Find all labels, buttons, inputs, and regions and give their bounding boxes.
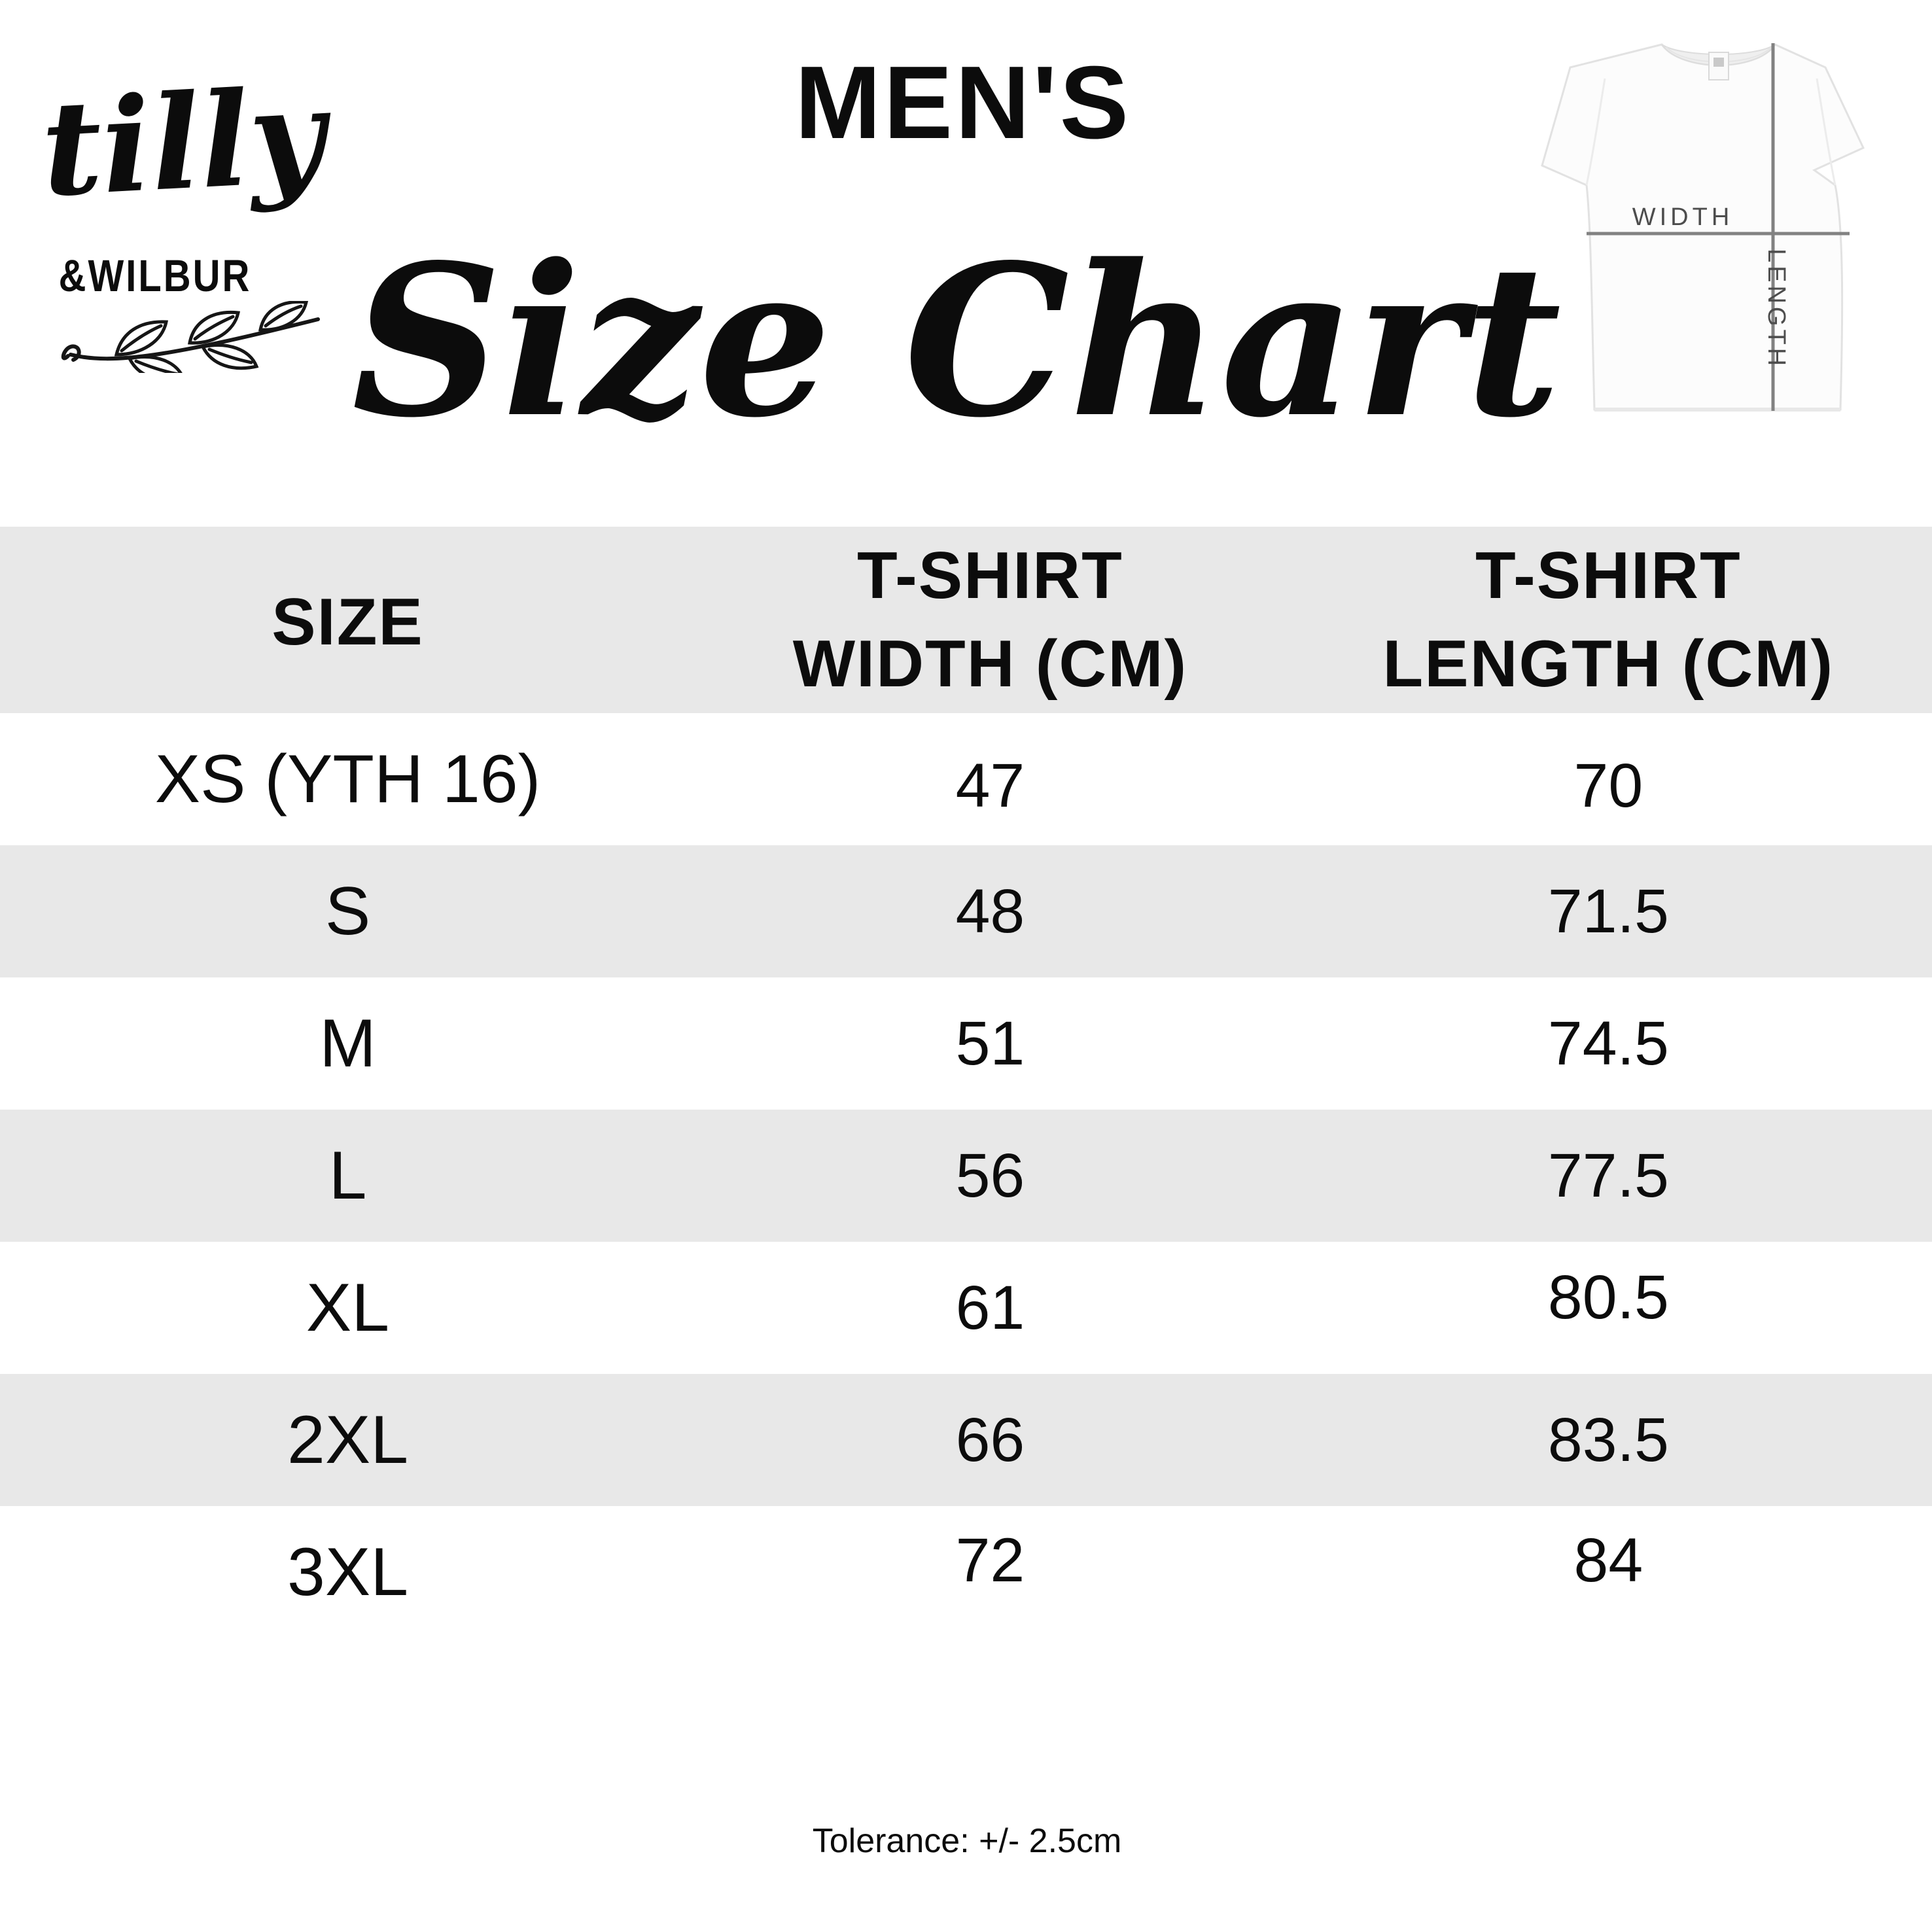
width-label: WIDTH <box>1632 203 1734 231</box>
column-header-line: T-SHIRT <box>857 539 1123 613</box>
column-header-size: SIZE <box>0 529 695 716</box>
size-cell: M <box>0 977 695 1110</box>
width-value: 61 <box>955 1273 1025 1343</box>
size-cell: XS (YTH 16) <box>0 713 695 845</box>
column-header-length: T-SHIRT LENGTH (CM) <box>1285 527 1932 713</box>
tolerance-note: Tolerance: +/- 2.5cm <box>812 1822 1122 1860</box>
size-table: SIZE T-SHIRT WIDTH (CM) T-SHIRT LENGTH (… <box>0 527 1932 1638</box>
size-value: XS (YTH 16) <box>154 741 541 817</box>
length-cell: 83.5 <box>1285 1374 1932 1506</box>
width-cell: 47 <box>695 713 1285 845</box>
table-row: M 51 74.5 <box>0 977 1932 1110</box>
table-row: XL 61 80.5 <box>0 1242 1932 1374</box>
length-value: 80.5 <box>1547 1262 1669 1332</box>
width-cell: 72 <box>695 1506 1285 1638</box>
length-value: 84 <box>1573 1525 1643 1595</box>
table-row: 2XL 66 83.5 <box>0 1374 1932 1506</box>
laurel-branch-icon <box>61 301 320 373</box>
length-cell: 84 <box>1285 1506 1932 1638</box>
length-cell: 74.5 <box>1285 977 1932 1110</box>
width-value: 56 <box>955 1140 1025 1210</box>
width-value: 66 <box>955 1405 1025 1475</box>
width-value: 47 <box>955 750 1025 820</box>
width-cell: 56 <box>695 1110 1285 1242</box>
column-header-width: T-SHIRT WIDTH (CM) <box>695 527 1285 713</box>
width-cell: 61 <box>695 1242 1285 1374</box>
size-value: M <box>319 1006 376 1081</box>
table-row: S 48 71.5 <box>0 845 1932 977</box>
size-value: XL <box>306 1270 390 1346</box>
brand-name-script: tilly <box>38 58 328 226</box>
category-title: MEN'S <box>794 45 1132 160</box>
size-cell: 3XL <box>0 1506 695 1638</box>
table-row: XS (YTH 16) 47 70 <box>0 713 1932 845</box>
length-value: 70 <box>1573 750 1643 820</box>
table-row: 3XL 72 84 <box>0 1506 1932 1638</box>
column-header-line: T-SHIRT <box>1475 539 1742 613</box>
width-cell: 48 <box>695 845 1285 977</box>
column-header-line: WIDTH (CM) <box>792 627 1188 701</box>
size-cell: 2XL <box>0 1374 695 1506</box>
width-cell: 51 <box>695 977 1285 1110</box>
width-value: 51 <box>955 1008 1025 1078</box>
tshirt-diagram: WIDTH LENGTH <box>1541 43 1865 412</box>
size-value: L <box>328 1138 367 1214</box>
width-value: 72 <box>955 1525 1025 1595</box>
size-value: S <box>325 873 371 949</box>
width-cell: 66 <box>695 1374 1285 1506</box>
size-value: 2XL <box>287 1402 409 1478</box>
size-value: 3XL <box>287 1534 409 1610</box>
size-cell: L <box>0 1110 695 1242</box>
column-header-line: SIZE <box>272 586 424 659</box>
page-title: Size Chart <box>351 219 1562 463</box>
size-cell: S <box>0 845 695 977</box>
length-value: 74.5 <box>1547 1008 1669 1078</box>
length-label: LENGTH <box>1763 249 1790 369</box>
table-header-row: SIZE T-SHIRT WIDTH (CM) T-SHIRT LENGTH (… <box>0 527 1932 713</box>
brand-name-caps: &WILBUR <box>58 251 252 302</box>
length-cell: 77.5 <box>1285 1110 1932 1242</box>
length-cell: 80.5 <box>1285 1242 1932 1374</box>
size-cell: XL <box>0 1242 695 1374</box>
brand-logo: tilly &WILBUR <box>38 58 342 378</box>
table-row: L 56 77.5 <box>0 1110 1932 1242</box>
width-value: 48 <box>955 876 1025 946</box>
length-value: 83.5 <box>1547 1405 1669 1475</box>
length-cell: 71.5 <box>1285 845 1932 977</box>
column-header-line: LENGTH (CM) <box>1382 627 1835 701</box>
length-value: 71.5 <box>1547 876 1669 946</box>
length-value: 77.5 <box>1547 1140 1669 1210</box>
length-cell: 70 <box>1285 713 1932 845</box>
